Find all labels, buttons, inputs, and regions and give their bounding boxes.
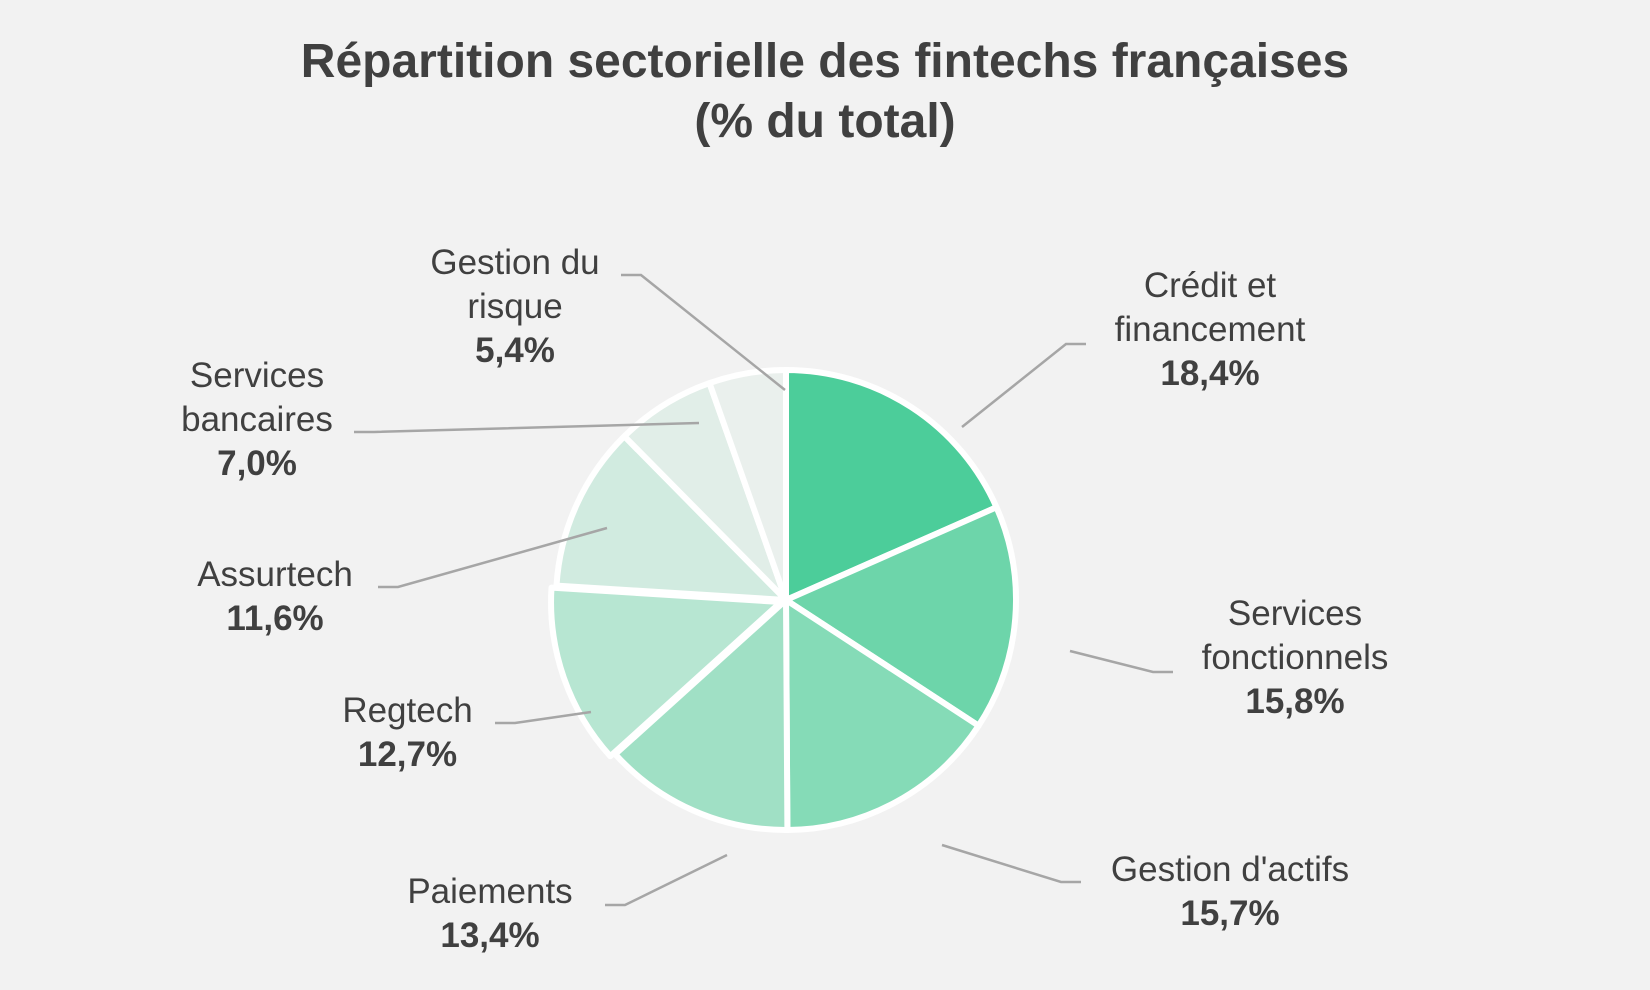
slice-credit-financement[interactable] [783, 367, 1000, 603]
label-paiements: Paiements 13,4% [385, 870, 595, 958]
label-name: Gestion d'actifs [1110, 850, 1350, 889]
label-name: Services [189, 356, 325, 395]
chart-title-line1: Répartition sectorielle des fintechs fra… [300, 35, 1350, 88]
label-value: 5,4% [475, 331, 555, 370]
label-gestion-actifs: Gestion d'actifs 15,7% [1085, 848, 1375, 936]
leader-line-paiements [605, 853, 728, 907]
label-name: fonctionnels [1201, 638, 1389, 677]
chart-title: Répartition sectorielle des fintechs fra… [0, 32, 1650, 152]
label-name: Crédit et [1143, 266, 1277, 305]
label-name: financement [1114, 310, 1306, 349]
label-gestion-risque: Gestion du risque 5,4% [410, 241, 620, 373]
label-name: Regtech [342, 691, 473, 730]
label-value: 13,4% [440, 916, 540, 955]
label-name: Gestion du [430, 243, 600, 282]
slice-assurtech[interactable] [553, 433, 789, 603]
label-value: 18,4% [1160, 354, 1260, 393]
slice-gestion-risque[interactable] [706, 367, 789, 603]
label-name: bancaires [181, 400, 333, 439]
slice-gestion-actifs[interactable] [783, 597, 982, 833]
slice-paiements[interactable] [612, 597, 791, 834]
label-value: 7,0% [217, 444, 297, 483]
slice-regtech[interactable] [548, 584, 784, 760]
label-name: Assurtech [197, 555, 353, 594]
leader-line-credit [961, 342, 1086, 428]
slice-services-fonctionnels[interactable] [783, 504, 1019, 729]
label-value: 12,7% [357, 735, 458, 774]
chart-title-line2: (% du total) [694, 95, 956, 148]
label-value: 15,7% [1180, 894, 1280, 933]
leader-line-regtech [495, 710, 592, 725]
leader-line-assurtech [378, 526, 608, 589]
label-value: 11,6% [226, 599, 324, 638]
label-regtech: Regtech 12,7% [325, 689, 490, 777]
leader-line-services-fonctionnels [1069, 649, 1173, 674]
label-assurtech: Assurtech 11,6% [180, 553, 370, 641]
label-credit-financement: Crédit et financement 18,4% [1090, 264, 1330, 396]
leader-line-services-bancaires [354, 421, 700, 434]
leader-line-gestion-risque [621, 273, 786, 391]
label-name: Paiements [407, 872, 573, 911]
leader-line-gestion-actifs [941, 843, 1081, 884]
label-services-bancaires: Services bancaires 7,0% [162, 354, 352, 486]
label-name: Services [1227, 594, 1363, 633]
label-value: 15,8% [1245, 682, 1345, 721]
label-name: risque [467, 287, 563, 326]
label-services-fonctionnels: Services fonctionnels 15,8% [1175, 592, 1415, 724]
